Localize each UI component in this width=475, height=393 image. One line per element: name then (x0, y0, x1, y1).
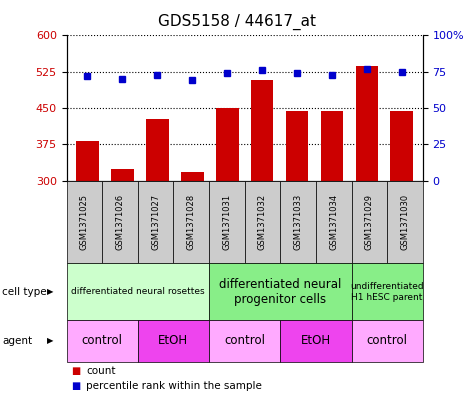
Text: GSM1371033: GSM1371033 (294, 194, 303, 250)
Bar (181, 172, 204, 181)
Text: agent: agent (2, 336, 32, 346)
Text: control: control (224, 334, 265, 347)
Text: EtOH: EtOH (158, 334, 189, 347)
Text: GSM1371032: GSM1371032 (258, 194, 267, 250)
Bar (390, 111, 413, 181)
Text: GDS5158 / 44617_at: GDS5158 / 44617_at (159, 14, 316, 30)
Bar (76, 141, 99, 181)
Text: GSM1371034: GSM1371034 (329, 194, 338, 250)
Text: GSM1371027: GSM1371027 (151, 194, 160, 250)
Text: GSM1371028: GSM1371028 (187, 194, 196, 250)
Text: ▶: ▶ (47, 336, 53, 345)
Text: control: control (367, 334, 408, 347)
Bar (285, 112, 308, 181)
Text: EtOH: EtOH (301, 334, 331, 347)
Text: GSM1371030: GSM1371030 (400, 194, 409, 250)
Text: GSM1371031: GSM1371031 (222, 194, 231, 250)
Text: ■: ■ (71, 381, 80, 391)
Text: GSM1371029: GSM1371029 (365, 194, 374, 250)
Bar (251, 80, 274, 181)
Bar (321, 112, 343, 181)
Text: percentile rank within the sample: percentile rank within the sample (86, 381, 262, 391)
Text: differentiated neural rosettes: differentiated neural rosettes (71, 287, 205, 296)
Bar (355, 66, 378, 181)
Text: GSM1371026: GSM1371026 (115, 194, 124, 250)
Bar (111, 169, 134, 181)
Text: undifferentiated
H1 hESC parent: undifferentiated H1 hESC parent (350, 282, 424, 301)
Text: GSM1371025: GSM1371025 (80, 194, 89, 250)
Text: control: control (82, 334, 123, 347)
Text: ▶: ▶ (47, 287, 53, 296)
Bar (146, 119, 169, 181)
Text: cell type: cell type (2, 287, 47, 297)
Text: ■: ■ (71, 366, 80, 376)
Text: differentiated neural
progenitor cells: differentiated neural progenitor cells (219, 278, 342, 306)
Text: count: count (86, 366, 116, 376)
Bar (216, 108, 238, 181)
